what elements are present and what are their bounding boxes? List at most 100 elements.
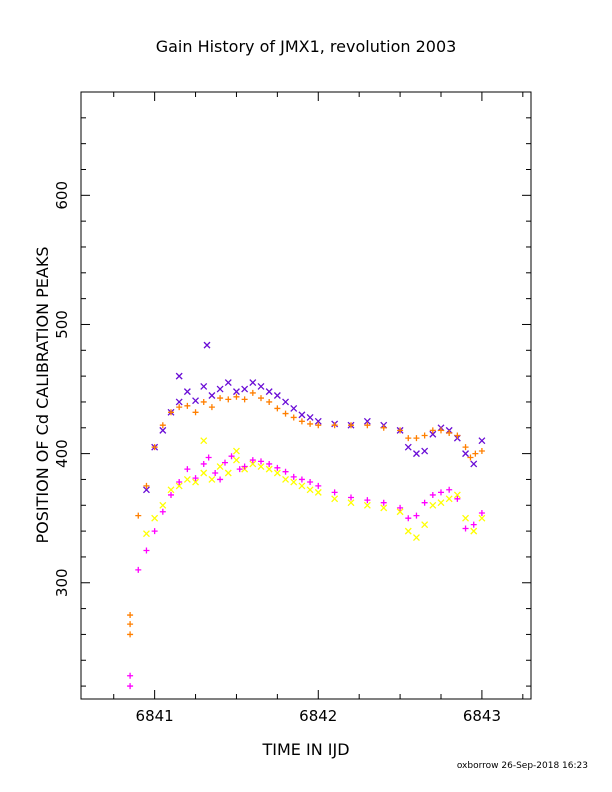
data-point [127,631,134,638]
data-point [405,435,412,442]
data-point [142,486,150,494]
data-point [151,444,158,451]
data-point [438,427,444,434]
data-point [200,460,207,467]
data-point [348,422,354,429]
axis-tick-labels: 6841 6842 6843 300 400 500 600 [53,181,501,725]
data-point [274,464,281,471]
data-point [478,448,485,455]
data-point [192,397,200,405]
data-point [347,499,355,507]
y-tick-label: 300 [53,568,71,597]
data-point [306,413,314,421]
data-point [429,491,436,498]
data-point [159,501,167,509]
data-point [472,450,479,457]
data-point [397,504,404,511]
data-point [142,530,150,538]
data-point [453,491,461,499]
data-point [135,512,142,519]
data-point [208,404,215,411]
data-point [307,479,314,486]
data-point [159,422,166,429]
data-point [470,460,478,468]
data-point [438,489,444,496]
data-point [203,341,211,349]
series-3 [127,453,485,690]
data-point [241,385,249,393]
data-point [462,525,469,532]
data-point [404,443,412,451]
data-point [183,475,191,483]
data-point [429,427,436,434]
data-point [282,398,290,406]
data-point [200,437,208,445]
y-tick-label: 400 [53,439,71,468]
data-point [429,501,437,509]
x-axis-label: TIME IN IJD [261,740,349,759]
data-point [405,515,412,522]
data-point [363,501,371,509]
x-tick-label: 6841 [136,707,174,725]
data-point [314,488,322,496]
x-tick-label: 6842 [299,707,337,725]
data-point [478,514,486,522]
data-point [445,495,453,503]
data-point [249,457,256,464]
data-point [462,450,470,458]
data-point [249,389,256,396]
data-point [135,566,142,573]
data-point [192,475,199,482]
data-point [364,422,371,429]
data-point [258,458,264,465]
data-point [429,430,437,438]
data-point [314,417,322,425]
data-point [241,396,248,403]
data-point [224,379,232,387]
data-point [208,475,216,483]
series-2 [142,437,486,542]
data-point [290,414,297,421]
data-point [348,494,354,501]
data-point [306,486,314,494]
data-point [232,388,240,396]
data-point [200,383,208,390]
data-point [175,372,183,380]
data-point [175,482,183,490]
data-point [159,426,167,434]
y-axis-label: POSITION OF Cd CALIBRATION PEAKS [33,247,52,544]
data-point [192,478,200,486]
data-point [421,521,429,529]
data-point [413,512,420,519]
data-point [470,527,478,535]
data-point [184,402,191,409]
data-point [225,396,232,403]
data-point [380,504,388,512]
data-point [183,388,191,396]
data-point [298,411,306,419]
data-point [266,460,273,467]
data-point [298,418,305,425]
data-point [257,463,265,470]
data-point [307,420,314,427]
data-point [222,459,228,466]
data-point [298,476,305,483]
data-point [315,482,322,489]
data-point [205,454,212,461]
data-point [397,427,404,434]
data-point [192,409,199,416]
y-tick-label: 500 [53,310,71,339]
y-tick-label: 600 [53,181,71,210]
data-point [454,495,461,502]
data-point [249,460,257,468]
data-point [290,478,298,486]
data-point [265,465,273,473]
data-point [200,398,207,405]
data-point [236,466,243,473]
chart-title: Gain History of JMX1, revolution 2003 [156,37,457,56]
data-point [470,521,477,528]
data-point [454,432,461,439]
footer-credit: oxborrow 26-Sep-2018 16:23 [457,761,588,771]
data-point [151,514,159,522]
data-point [331,495,339,503]
